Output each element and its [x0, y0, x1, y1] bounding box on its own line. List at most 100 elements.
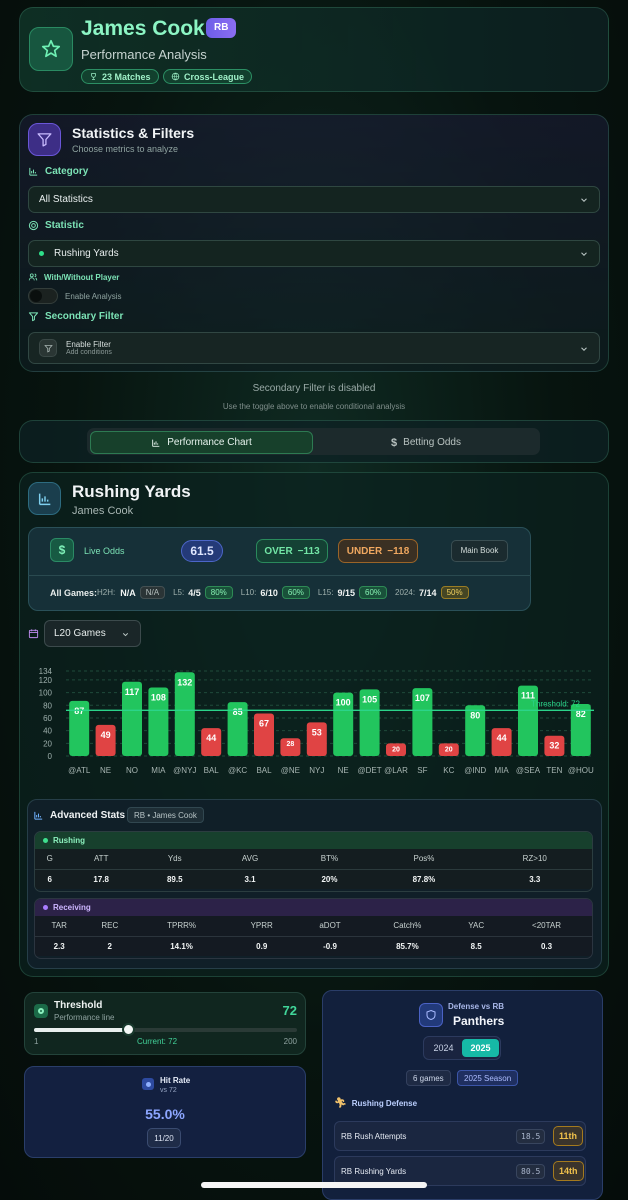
page-subtitle: Performance Analysis — [81, 47, 207, 62]
defense-label: Defense vs RB — [448, 1002, 505, 1011]
globe-icon — [171, 72, 180, 81]
slider-min: 1 — [34, 1037, 39, 1046]
receiving-value-cell: 14.1% — [170, 941, 193, 951]
year-2025-button[interactable]: 2025 — [462, 1039, 499, 1057]
y-tick-label: 100 — [39, 689, 53, 698]
advanced-stats-title: Advanced Stats — [50, 810, 126, 821]
threshold-icon-box — [34, 1004, 48, 1018]
y-tick-label: 134 — [39, 667, 53, 676]
bar-value-label: 107 — [415, 693, 430, 703]
chevron-down-icon — [581, 198, 587, 202]
enable-analysis-label: Enable Analysis — [65, 292, 122, 301]
x-tick-label: BAL — [204, 766, 220, 775]
enable-filter-label: Enable Filter — [66, 340, 111, 349]
defense-row: RB Rush Attempts 18.5 11th — [334, 1121, 586, 1151]
x-tick-label: NE — [100, 766, 111, 775]
threshold-card — [24, 992, 306, 1055]
receiving-header-cell: YAC — [468, 921, 485, 931]
chart-bar — [95, 724, 116, 756]
chart-header-icon-box — [28, 482, 61, 515]
receiving-value-cell: 0.9 — [256, 941, 268, 951]
bar-value-label: 20 — [445, 746, 453, 753]
secondary-disabled-hint: Use the toggle above to enable condition… — [222, 402, 406, 411]
defense-row-value: 80.5 — [516, 1164, 546, 1179]
filter-header-icon-box — [28, 123, 61, 156]
threshold-slider-thumb[interactable] — [121, 1023, 135, 1036]
x-tick-label: @ATL — [68, 766, 91, 775]
chart-bar — [359, 689, 380, 756]
secondary-filter-select[interactable]: Enable Filter Add conditions — [28, 332, 600, 364]
matches-badge: 23 Matches — [81, 69, 159, 84]
bar-value-label: 32 — [549, 741, 559, 751]
live-odds-icon-box: $ — [50, 538, 74, 562]
y-tick-label: 20 — [43, 739, 52, 748]
tab-betting-odds[interactable]: $ Betting Odds — [391, 436, 461, 449]
receiving-header-cell: TAR — [51, 921, 67, 931]
filter-mini-icon-box — [39, 339, 57, 357]
bar-value-label: 44 — [497, 733, 507, 743]
category-value: All Statistics — [39, 194, 93, 205]
x-tick-label: BAL — [256, 766, 272, 775]
x-tick-label: @LAR — [384, 766, 408, 775]
threshold-subtitle: Performance line — [54, 1013, 115, 1022]
users-icon — [28, 273, 38, 281]
bar-value-label: 85 — [233, 707, 243, 717]
chart-bar — [306, 722, 327, 756]
defense-row-label: RB Rushing Yards — [341, 1167, 407, 1176]
x-tick-label: @HOU — [568, 766, 594, 775]
bar-value-label: 49 — [101, 730, 111, 740]
rushing-value-cell: 87.8% — [412, 874, 436, 884]
threshold-slider-track[interactable] — [34, 1023, 297, 1036]
year-2024-button[interactable]: 2024 — [433, 1043, 454, 1053]
rushing-header-cell: ATT — [93, 854, 109, 864]
player-header-card: James Cook RB Performance Analysis 23 Ma… — [19, 7, 609, 92]
x-tick-label: NE — [338, 766, 349, 775]
threshold-value: 72 — [282, 1003, 297, 1018]
defense-team: Panthers — [453, 1014, 505, 1028]
defense-row-label: RB Rush Attempts — [341, 1132, 407, 1141]
bar-value-label: 117 — [125, 687, 140, 697]
analysis-toggle[interactable] — [28, 288, 58, 304]
l15-value: 9/15 — [337, 587, 355, 598]
funnel-icon — [28, 312, 39, 322]
rushing-value-cell: 17.8 — [93, 874, 109, 884]
rushing-defense-heading: 🏃︎ Rushing Defense — [334, 1098, 418, 1109]
league-badge: Cross-League — [163, 69, 253, 84]
dollar-icon: $ — [58, 543, 66, 557]
over-odds-button[interactable]: OVER −113 — [256, 539, 328, 563]
h2h-value: N/A — [120, 587, 136, 598]
rushing-value-cell: 89.5 — [166, 874, 183, 884]
y-tick-label: 0 — [48, 752, 53, 761]
chevron-down-icon — [581, 252, 587, 256]
l15-label: L15: — [317, 588, 334, 597]
l5-pct: 80% — [204, 586, 233, 599]
games-range-select[interactable]: L20 Games — [44, 620, 141, 647]
tab-performance-chart[interactable]: Performance Chart — [90, 431, 313, 454]
chart-bar — [69, 700, 90, 756]
category-select[interactable]: All Statistics — [28, 186, 600, 213]
defense-rank-badge: 14th — [553, 1161, 584, 1181]
bar-chart-icon — [34, 811, 43, 820]
rushing-section: Rushing G ATT Yds AVG BT% Pos% RZ>10 6 17.8 89.5… — [34, 831, 593, 892]
under-odds-button[interactable]: UNDER −118 — [338, 539, 418, 563]
target-icon — [38, 1008, 44, 1014]
receiving-header-cell: <20TAR — [532, 921, 562, 931]
home-indicator — [201, 1182, 427, 1188]
x-tick-label: @DET — [358, 766, 382, 775]
bar-value-label: 53 — [312, 727, 322, 737]
x-tick-label: @IND — [464, 766, 486, 775]
statistic-select[interactable]: Rushing Yards — [28, 240, 600, 267]
bar-value-label: 100 — [336, 698, 351, 708]
l5-label: L5: — [173, 588, 185, 597]
bar-chart-icon — [152, 439, 160, 447]
book-select-button[interactable]: Main Book — [451, 540, 508, 562]
secondary-disabled-title: Secondary Filter is disabled — [252, 383, 376, 394]
x-tick-label: MIA — [151, 766, 166, 775]
bar-value-label: 67 — [259, 719, 269, 729]
chevron-down-icon — [122, 633, 129, 637]
threshold-slider-fill — [34, 1028, 128, 1032]
y-tick-label: 40 — [43, 727, 52, 736]
y-tick-label: 60 — [43, 714, 52, 723]
l10-value: 6/10 — [260, 587, 278, 598]
rushing-label: Rushing — [53, 836, 85, 845]
